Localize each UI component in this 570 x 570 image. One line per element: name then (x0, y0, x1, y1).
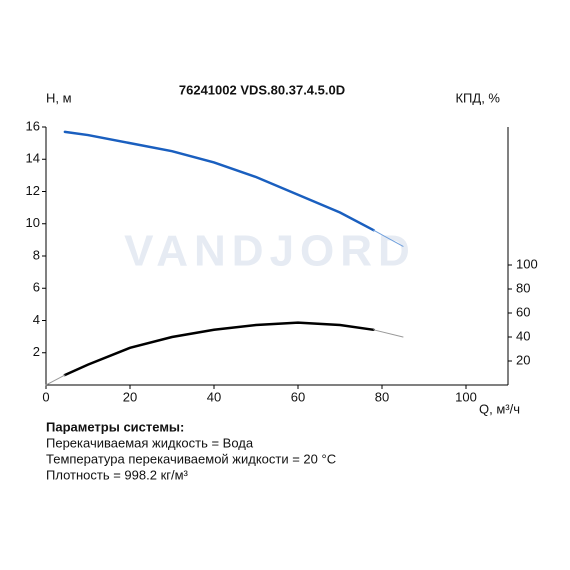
curve (373, 229, 404, 247)
y2-tick-label: 80 (516, 280, 530, 295)
y2-tick-label: 40 (516, 328, 530, 343)
y-tick-label: 8 (33, 247, 40, 262)
y-tick-label: 6 (33, 280, 40, 295)
y-tick-label: 10 (26, 215, 40, 230)
y2-tick-label: 60 (516, 304, 530, 319)
y-tick-label: 14 (26, 151, 40, 166)
y-tick-label: 16 (26, 118, 40, 133)
x-tick-label: 20 (123, 389, 137, 404)
x-axis-label: Q, м³/ч (479, 401, 520, 416)
notes-line: Плотность = 998.2 кг/м³ (46, 467, 189, 482)
y-tick-label: 12 (26, 183, 40, 198)
curve (63, 130, 375, 232)
x-tick-label: 0 (42, 389, 49, 404)
y-tick-label: 4 (33, 312, 40, 327)
y2-tick-label: 20 (516, 352, 530, 367)
y-axis-label: H, м (46, 90, 72, 105)
y2-axis-label: КПД, % (455, 90, 500, 105)
x-tick-label: 60 (291, 389, 305, 404)
curve (45, 374, 66, 386)
notes-line: Перекачиваемая жидкость = Вода (46, 435, 254, 450)
x-tick-label: 80 (375, 389, 389, 404)
chart-title: 76241002 VDS.80.37.4.5.0D (179, 82, 345, 97)
y2-tick-label: 100 (516, 256, 538, 271)
curve (373, 329, 404, 338)
x-tick-label: 100 (455, 389, 477, 404)
watermark: VANDJORD (124, 227, 416, 276)
notes-heading: Параметры системы: (46, 419, 184, 434)
curve (63, 321, 375, 377)
x-tick-label: 40 (207, 389, 221, 404)
y-tick-label: 2 (33, 344, 40, 359)
notes-line: Температура перекачиваемой жидкости = 20… (46, 451, 336, 466)
